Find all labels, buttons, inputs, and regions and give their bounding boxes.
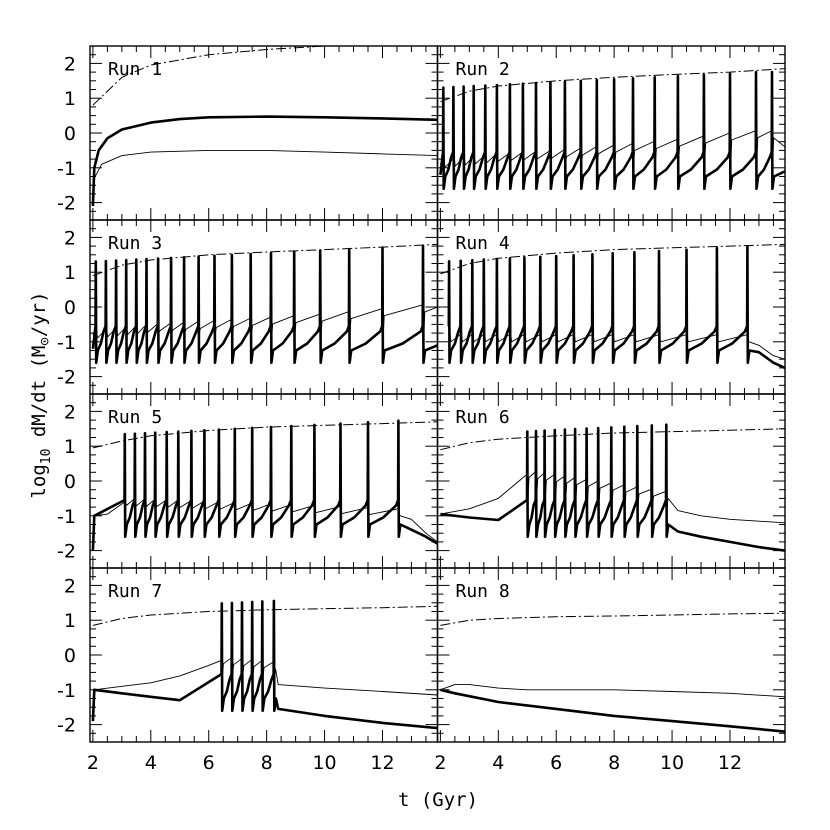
panel-series <box>440 243 785 370</box>
y-tick-label: 0 <box>64 123 76 145</box>
panel-label: Run 2 <box>456 59 510 80</box>
series-dashdot <box>440 612 785 626</box>
panel-label: Run 7 <box>108 581 162 602</box>
panel: Run 3 -2 -1 0 1 2 <box>57 219 439 395</box>
series-dashdot <box>92 243 438 277</box>
series-dashdot <box>440 68 785 103</box>
y-axis-label: log10 dM/dt (M⊙/yr) <box>28 291 54 498</box>
x-axis-label: t (Gyr) <box>398 789 478 811</box>
panel-series <box>440 612 785 733</box>
series-dashdot <box>92 46 358 106</box>
x-tick-label: 6 <box>203 752 215 774</box>
y-tick-label: 1 <box>64 610 76 632</box>
y-tick-label: -2 <box>57 541 76 563</box>
x-tick-label: 4 <box>145 752 157 774</box>
y-tick-label: -1 <box>57 158 76 180</box>
panel-series <box>440 423 785 552</box>
y-tick-label: 1 <box>64 436 76 458</box>
y-tick-label: 0 <box>64 297 76 319</box>
panel-series <box>91 419 438 551</box>
panel: Run 5 -2 -1 0 1 2 <box>57 393 439 569</box>
panel-series <box>91 599 438 730</box>
y-tick-label: 1 <box>64 88 76 110</box>
series-thick <box>440 423 785 552</box>
x-tick-label: 2 <box>434 752 446 774</box>
y-axis-label-post: /yr) <box>28 291 50 337</box>
panel-label: Run 3 <box>108 233 162 254</box>
panel-label: Run 4 <box>456 233 510 254</box>
panel: Run 4 <box>436 219 786 395</box>
panel-label: Run 5 <box>108 407 162 428</box>
series-thick <box>91 115 438 207</box>
x-tick-label: 10 <box>312 752 336 774</box>
y-tick-label: 2 <box>64 227 76 249</box>
x-tick-label: 8 <box>608 752 620 774</box>
series-thin <box>92 149 438 200</box>
panel-label: Run 1 <box>108 59 162 80</box>
y-tick-label: -1 <box>57 680 76 702</box>
series-thin <box>92 652 438 722</box>
panel-series <box>91 243 438 364</box>
panel-label: Run 8 <box>456 581 510 602</box>
y-tick-label: 1 <box>64 262 76 284</box>
panel-series <box>91 46 438 207</box>
series-dashdot <box>440 428 785 451</box>
series-thin <box>440 684 785 698</box>
y-tick-label: 0 <box>64 645 76 667</box>
panel: Run 6 <box>436 393 786 569</box>
y-axis-label-sun: ⊙ <box>37 337 53 346</box>
y-tick-label: -1 <box>57 506 76 528</box>
y-tick-label: 2 <box>64 53 76 75</box>
x-tick-label: 12 <box>718 752 742 774</box>
y-axis-label-mid: dM/dt (M <box>28 346 50 449</box>
y-axis-label-log: log <box>28 464 50 498</box>
y-tick-label: 2 <box>64 401 76 423</box>
series-dashdot <box>92 421 438 449</box>
series-thick <box>91 419 438 551</box>
y-tick-label: -2 <box>57 715 76 737</box>
y-tick-label: 0 <box>64 471 76 493</box>
series-dashdot <box>92 605 438 626</box>
panel-label: Run 6 <box>456 407 510 428</box>
x-tick-label: 2 <box>87 752 99 774</box>
x-tick-label: 12 <box>370 752 394 774</box>
y-tick-label: 2 <box>64 575 76 597</box>
x-tick-label: 6 <box>550 752 562 774</box>
x-tick-label: 8 <box>261 752 273 774</box>
y-axis-label-sub: 10 <box>39 449 54 465</box>
series-dashdot <box>440 243 785 275</box>
panel-series <box>439 68 785 190</box>
series-thick <box>91 244 438 364</box>
panel-frame <box>436 567 786 743</box>
panel: Run 1 -2 -1 0 1 2 <box>57 45 439 221</box>
panel: Run 8 2 4 6 8 10 12 <box>434 567 786 774</box>
series-thick <box>447 245 785 370</box>
panel: Run 2 <box>436 45 786 221</box>
x-tick-label: 10 <box>660 752 684 774</box>
series-thick <box>439 70 785 190</box>
y-tick-label: -2 <box>57 193 76 215</box>
x-tick-label: 4 <box>492 752 504 774</box>
series-thick <box>91 599 438 730</box>
y-tick-label: -2 <box>57 367 76 389</box>
series-thick <box>440 688 785 733</box>
y-tick-label: -1 <box>57 332 76 354</box>
